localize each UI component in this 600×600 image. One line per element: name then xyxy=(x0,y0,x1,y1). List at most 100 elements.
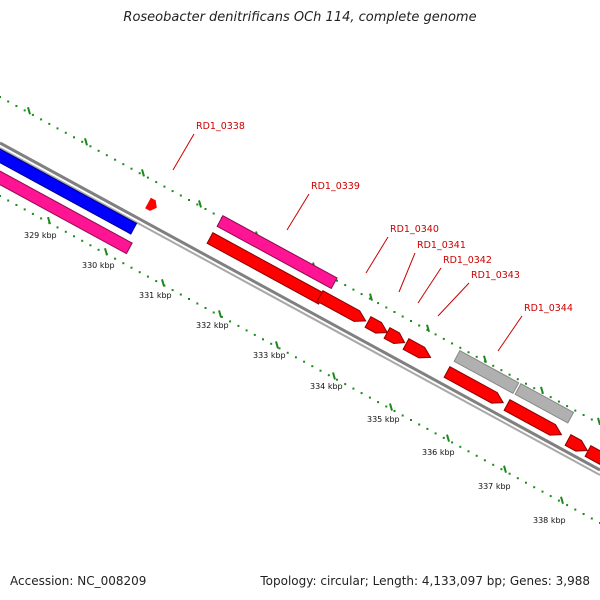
gene-leader-line xyxy=(497,315,523,352)
inner-tick-dot xyxy=(483,459,486,462)
gene-rd1-0339-shape xyxy=(216,215,338,290)
outer-tick-dot xyxy=(31,113,34,116)
inner-tick-dot xyxy=(459,445,462,448)
inner-tick-dot xyxy=(122,262,125,265)
inner-tick-dot xyxy=(525,481,527,484)
inner-tick-dot xyxy=(418,423,421,426)
map-title: Roseobacter denitrificans OCh 114, compl… xyxy=(123,10,477,25)
gene-leader-line xyxy=(365,236,389,274)
inner-tick-ruler xyxy=(0,195,600,524)
tick-label: 333 kbp xyxy=(253,351,286,360)
tick-label-group: 329 kbp 330 kbp 331 kbp 332 kbp 333 kbp 334 k… xyxy=(24,231,566,525)
outer-tick-dot xyxy=(549,396,552,399)
inner-tick-dot xyxy=(278,347,281,350)
gene-grey-a xyxy=(453,350,520,395)
inner-tick-dot xyxy=(582,513,585,515)
outer-tick-dot xyxy=(426,328,429,331)
outer-tick-dot xyxy=(360,293,363,296)
outer-tick-dot xyxy=(442,337,445,340)
outer-tick-dot xyxy=(377,302,380,305)
inner-tick-dot xyxy=(451,441,454,444)
inner-tick-dot xyxy=(188,298,190,300)
inner-major-tick xyxy=(332,372,336,380)
inner-major-tick xyxy=(389,403,393,411)
inner-tick-dot xyxy=(171,289,174,292)
gene-label: RD1_0339 xyxy=(311,181,360,192)
inner-tick-dot xyxy=(360,392,363,395)
outer-tick-dot xyxy=(155,181,158,184)
summary-text: Topology: circular; Length: 4,133,097 bp… xyxy=(260,574,590,588)
inner-tick-dot xyxy=(368,396,371,399)
inner-tick-dot xyxy=(574,508,577,511)
outer-tick-dot xyxy=(48,122,51,125)
inner-tick-dot xyxy=(7,199,10,202)
gene-red-h-shape xyxy=(564,434,589,452)
inner-tick-dot xyxy=(0,195,1,197)
gene-red-g xyxy=(503,399,563,436)
gene-red-h xyxy=(564,434,589,452)
tick-label: 332 kbp xyxy=(196,321,229,330)
gene-label: RD1_0338 xyxy=(196,121,245,132)
gene-red-d xyxy=(383,327,406,345)
inner-tick-dot xyxy=(56,226,59,229)
inner-tick-dot xyxy=(434,432,437,435)
outer-tick-dot xyxy=(475,355,478,358)
outer-tick-dot xyxy=(138,172,141,175)
inner-tick-dot xyxy=(566,504,569,507)
inner-tick-dot xyxy=(410,419,412,421)
inner-tick-dot xyxy=(401,414,404,417)
outer-tick-dot xyxy=(336,279,338,282)
inner-tick-dot xyxy=(590,517,593,520)
outer-tick-dot xyxy=(352,288,355,291)
outer-tick-dot xyxy=(525,382,527,385)
gene-grey-b xyxy=(514,383,575,424)
inner-tick-dot xyxy=(475,454,478,457)
gene-red-e-shape xyxy=(402,338,432,359)
inner-tick-dot xyxy=(114,257,117,260)
gene-label: RD1_0340 xyxy=(390,224,439,235)
inner-tick-dot xyxy=(245,329,248,332)
outer-major-tick xyxy=(198,200,202,208)
outer-major-tick xyxy=(27,106,31,115)
outer-tick-dot xyxy=(97,149,100,152)
outer-tick-dot xyxy=(566,405,569,408)
outer-tick-dot xyxy=(582,414,585,416)
outer-tick-dot xyxy=(410,320,412,322)
gene-label: RD1_0343 xyxy=(471,270,520,281)
outer-tick-dot xyxy=(40,118,43,121)
inner-tick-dot xyxy=(557,499,560,502)
gene-leader-line xyxy=(172,133,195,171)
outer-tick-dot xyxy=(122,163,125,166)
inner-tick-dot xyxy=(212,311,215,314)
outer-major-tick xyxy=(540,386,544,395)
inner-tick-dot xyxy=(549,495,552,498)
outer-tick-dot xyxy=(467,351,470,354)
accession-text: Accession: NC_008209 xyxy=(10,574,147,588)
inner-tick-dot xyxy=(31,212,34,215)
outer-tick-dot xyxy=(188,199,190,201)
backbone-line-inner xyxy=(0,147,600,476)
gene-leader-line xyxy=(417,267,442,304)
inner-tick-dot xyxy=(196,302,199,305)
inner-tick-dot xyxy=(97,248,100,251)
gene-blue-left xyxy=(0,139,138,235)
inner-tick-dot xyxy=(508,472,511,475)
inner-tick-dot xyxy=(130,266,133,269)
inner-tick-dot xyxy=(253,333,256,336)
outer-tick-dot xyxy=(434,333,437,336)
outer-tick-dot xyxy=(516,378,519,381)
inner-tick-dot xyxy=(155,280,158,283)
inner-tick-dot xyxy=(229,320,232,323)
outer-tick-dot xyxy=(393,311,396,313)
inner-tick-dot xyxy=(344,383,347,386)
inner-tick-dot xyxy=(385,405,388,408)
outer-major-tick xyxy=(141,169,145,177)
inner-major-tick xyxy=(446,434,450,442)
outer-tick-dot xyxy=(179,194,182,197)
gene-red-c xyxy=(364,316,389,334)
inner-tick-dot xyxy=(23,208,26,211)
outer-tick-dot xyxy=(105,154,108,157)
inner-tick-dot xyxy=(492,463,495,466)
inner-major-tick xyxy=(218,310,222,318)
outer-tick-dot xyxy=(557,400,560,403)
